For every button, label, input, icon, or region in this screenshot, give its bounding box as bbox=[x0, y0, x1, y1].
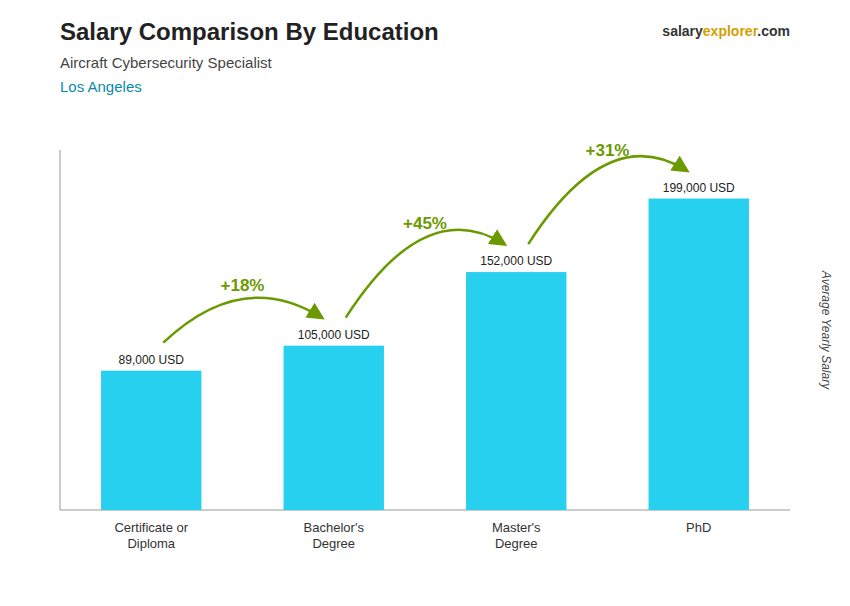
x-tick-label-line: Bachelor's bbox=[304, 520, 365, 535]
chart: Salary Comparison By Education Aircraft C… bbox=[0, 0, 850, 606]
data-label: 152,000 USD bbox=[480, 254, 552, 268]
data-label: 199,000 USD bbox=[663, 181, 735, 195]
bar bbox=[284, 346, 384, 510]
x-tick-label-line: Degree bbox=[495, 536, 538, 551]
y-axis-label: Average Yearly Salary bbox=[819, 270, 833, 390]
x-tick-label: Bachelor'sDegree bbox=[304, 520, 365, 551]
brand-part: .com bbox=[757, 23, 790, 39]
change-arrow bbox=[163, 298, 322, 343]
brand: salaryexplorer.com bbox=[662, 23, 790, 39]
x-tick-label-line: Master's bbox=[492, 520, 541, 535]
subtitle: Aircraft Cybersecurity Specialist bbox=[60, 54, 273, 71]
bar bbox=[649, 199, 749, 510]
change-label: +18% bbox=[221, 276, 265, 295]
location: Los Angeles bbox=[60, 78, 142, 95]
change-arrow bbox=[528, 156, 687, 244]
change-label: +31% bbox=[586, 141, 630, 160]
data-label: 105,000 USD bbox=[298, 328, 370, 342]
bar bbox=[466, 272, 566, 510]
x-tick-label: Certificate orDiploma bbox=[114, 520, 188, 551]
y-axis-line bbox=[60, 150, 61, 510]
x-tick-label-line: PhD bbox=[686, 520, 711, 535]
bars bbox=[101, 199, 749, 510]
title: Salary Comparison By Education bbox=[60, 18, 439, 45]
change-label: +45% bbox=[403, 214, 447, 233]
x-tick-label: Master'sDegree bbox=[492, 520, 541, 551]
x-tick-label: PhD bbox=[686, 520, 711, 535]
bar bbox=[101, 371, 201, 510]
change-arrow bbox=[346, 230, 505, 318]
data-label: 89,000 USD bbox=[119, 353, 185, 367]
x-tick-label-line: Certificate or bbox=[114, 520, 188, 535]
x-tick-label-line: Degree bbox=[312, 536, 355, 551]
x-tick-label-line: Diploma bbox=[127, 536, 175, 551]
brand-part: salary bbox=[662, 23, 703, 39]
brand-part: explorer bbox=[703, 23, 759, 39]
